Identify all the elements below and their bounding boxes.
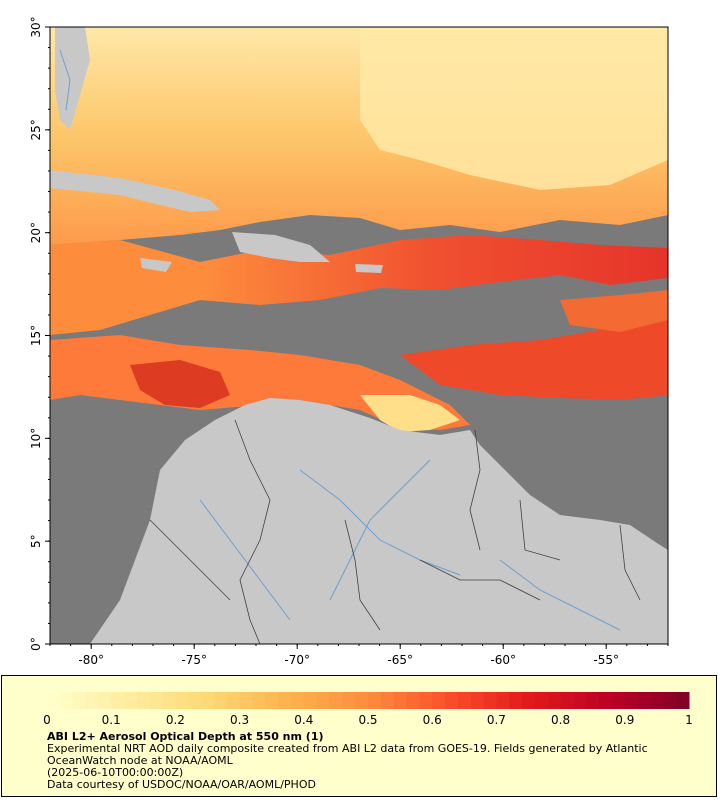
map-panel: -80° -75° -70° -65° -60° -55° 0° 5° 10° 15° 20° 25… bbox=[29, 16, 669, 667]
land-jamaica bbox=[140, 258, 172, 272]
land-hispaniola bbox=[232, 232, 330, 262]
land-florida bbox=[55, 27, 90, 130]
y-tick-label: 0° bbox=[29, 637, 43, 651]
aod-field-south-core bbox=[130, 360, 230, 408]
legend-description-line2: OceanWatch node at NOAA/AOML bbox=[47, 755, 233, 767]
legend-description: Experimental NRT AOD daily composite cre… bbox=[47, 743, 648, 755]
legend-text: ABI L2+ Aerosol Optical Depth at 550 nm … bbox=[47, 731, 707, 791]
aod-field-north-light bbox=[360, 27, 668, 190]
y-tick-label: 25° bbox=[29, 119, 43, 140]
y-tick-label: 15° bbox=[29, 325, 43, 346]
aod-field-south-plume bbox=[50, 335, 470, 430]
aod-map: -80° -75° -70° -65° -60° -55° 0° 5° 10° 15° 20° 25… bbox=[29, 16, 669, 667]
y-tick-label: 10° bbox=[29, 428, 43, 449]
y-axis: 0° 5° 10° 15° 20° 25° 30° bbox=[29, 16, 50, 651]
x-tick-label: -80° bbox=[78, 653, 104, 667]
x-tick-label: -60° bbox=[490, 653, 516, 667]
legend-date: (2025-06-10T00:00:00Z) bbox=[47, 767, 184, 779]
rivers-layer bbox=[59, 49, 621, 631]
x-axis: -80° -75° -70° -65° -60° -55° bbox=[49, 644, 669, 667]
y-tick-label: 5° bbox=[29, 534, 43, 548]
legend-title: ABI L2+ Aerosol Optical Depth at 550 nm … bbox=[47, 731, 324, 743]
aod-field-east-top bbox=[560, 290, 668, 332]
land-south-america bbox=[90, 398, 668, 644]
aod-field-coast bbox=[360, 395, 460, 432]
legend-credit: Data courtesy of USDOC/NOAA/OAR/AOML/PHO… bbox=[47, 779, 316, 791]
x-tick-label: -75° bbox=[181, 653, 207, 667]
x-tick-label: -55° bbox=[593, 653, 619, 667]
x-tick-label: -70° bbox=[284, 653, 310, 667]
aod-field-east bbox=[400, 320, 668, 400]
y-tick-label: 20° bbox=[29, 222, 43, 243]
aod-field-central bbox=[200, 235, 668, 305]
land-puerto-rico bbox=[355, 264, 383, 273]
land-cuba bbox=[50, 170, 220, 212]
x-tick-label: -65° bbox=[387, 653, 413, 667]
borders-layer bbox=[149, 419, 641, 644]
y-tick-label: 30° bbox=[29, 16, 43, 37]
